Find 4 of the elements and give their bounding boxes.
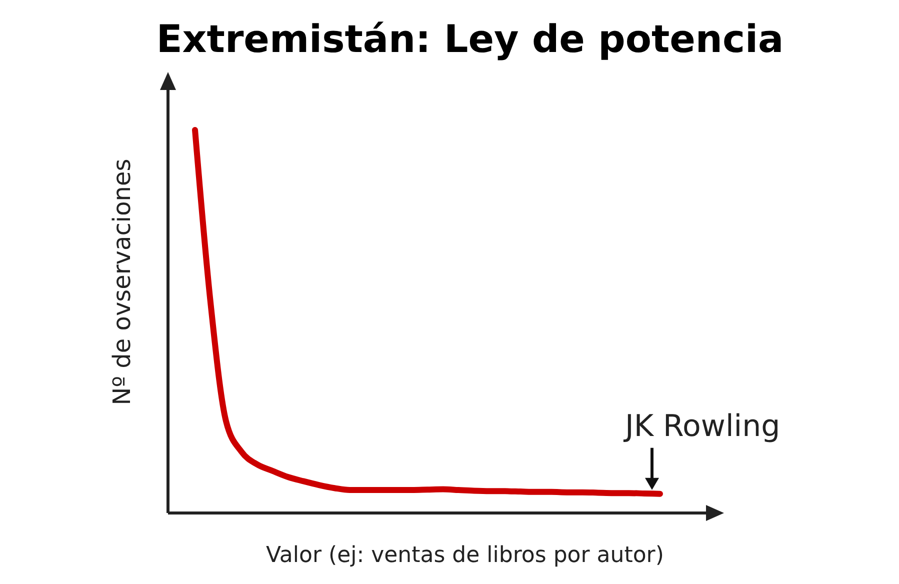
annotation: JK Rowling — [623, 408, 780, 444]
chart-title: Extremistán: Ley de potencia — [156, 17, 784, 61]
y-axis-title: Nº de ovservaciones — [108, 158, 136, 406]
x-axis-title: Valor (ej: ventas de libros por autor) — [266, 543, 664, 568]
